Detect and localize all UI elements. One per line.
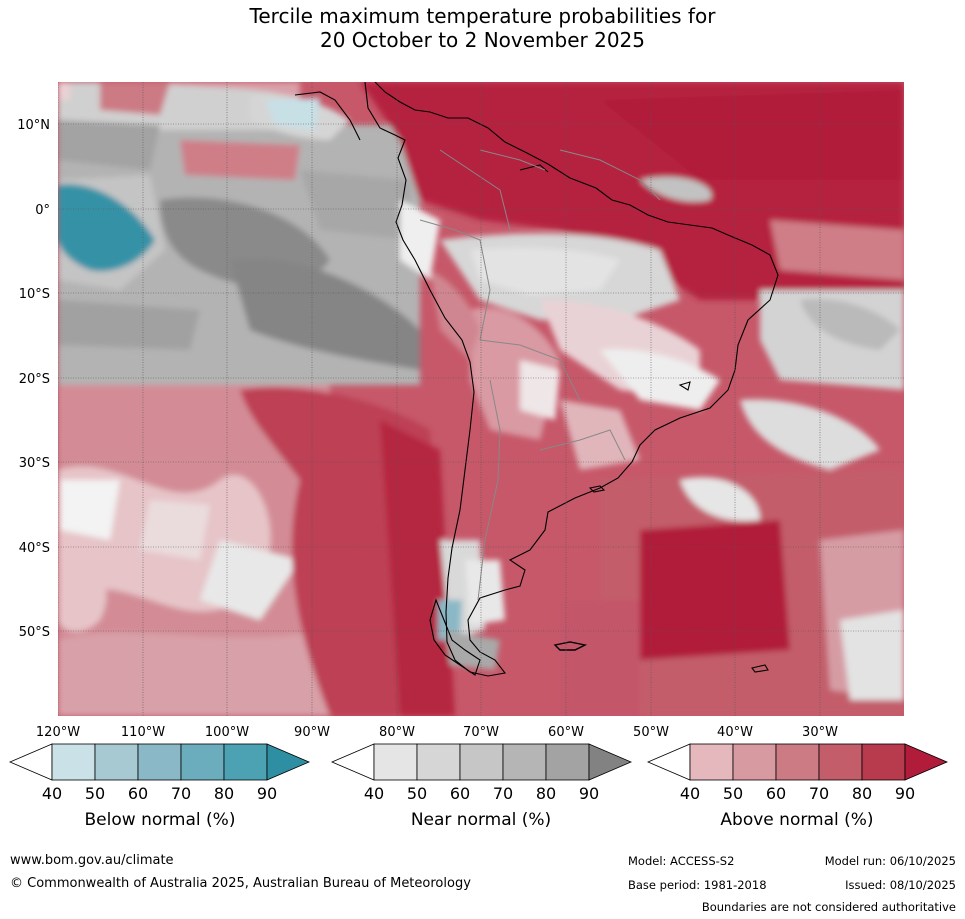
colorbar-tick-label: 70 bbox=[809, 784, 829, 803]
colorbar-tick-label: 60 bbox=[450, 784, 470, 803]
lat-label: 20°S bbox=[19, 372, 50, 387]
colorbar-extend-low bbox=[8, 743, 53, 781]
legend-above-normal: 40 50 60 70 80 90 bbox=[646, 743, 949, 803]
legend-title-below: Below normal (%) bbox=[85, 810, 236, 830]
colorbar-segment bbox=[502, 743, 547, 781]
lon-label: 110°W bbox=[121, 725, 165, 740]
legend-title-near: Near normal (%) bbox=[411, 810, 551, 830]
issued-text: Issued: 08/10/2025 bbox=[845, 878, 956, 892]
model-text: Model: ACCESS-S2 bbox=[628, 854, 735, 868]
colorbar-extend-high bbox=[266, 743, 311, 781]
lat-label: 40°S bbox=[19, 541, 50, 556]
colorbar-extend-low bbox=[330, 743, 375, 781]
gridlines bbox=[58, 82, 904, 716]
colorbar-segment bbox=[51, 743, 96, 781]
lon-label: 60°W bbox=[548, 725, 584, 740]
lat-label: 30°S bbox=[19, 456, 50, 471]
colorbar-segment bbox=[545, 743, 590, 781]
lon-label: 90°W bbox=[294, 725, 330, 740]
title-line-1: Tercile maximum temperature probabilitie… bbox=[249, 4, 716, 28]
colorbar-tick-label: 60 bbox=[128, 784, 148, 803]
colorbar-extend-high bbox=[904, 743, 949, 781]
disclaimer-text: Boundaries are not considered authoritat… bbox=[701, 900, 956, 914]
colorbar-segment bbox=[416, 743, 461, 781]
colorbar-segment bbox=[180, 743, 225, 781]
colorbar-tick-label: 50 bbox=[407, 784, 427, 803]
lon-label: 70°W bbox=[463, 725, 499, 740]
legend-near-normal: 40 50 60 70 80 90 bbox=[330, 743, 633, 803]
lon-label: 120°W bbox=[36, 725, 80, 740]
colorbar-tick-label: 90 bbox=[579, 784, 599, 803]
colorbar-segment bbox=[818, 743, 863, 781]
map-title: Tercile maximum temperature probabilitie… bbox=[0, 4, 965, 52]
title-line-2: 20 October to 2 November 2025 bbox=[319, 28, 646, 52]
colorbar-tick-label: 80 bbox=[852, 784, 872, 803]
coastline bbox=[294, 82, 779, 677]
colorbar-segment bbox=[689, 743, 734, 781]
colorbar-tick-label: 40 bbox=[680, 784, 700, 803]
lat-label: 10°S bbox=[19, 287, 50, 302]
colorbar-tick-label: 50 bbox=[723, 784, 743, 803]
colorbar-tick-label: 40 bbox=[42, 784, 62, 803]
colorbar-segment bbox=[94, 743, 139, 781]
lon-label: 50°W bbox=[633, 725, 669, 740]
legend-titles: Below normal (%) Near normal (%) Above n… bbox=[85, 810, 874, 830]
colorbar-segment bbox=[373, 743, 418, 781]
colorbar-extend-low bbox=[646, 743, 691, 781]
lat-labels: 10°N 0° 10°S 20°S 30°S 40°S 50°S bbox=[17, 118, 50, 640]
colorbar-tick-label: 90 bbox=[257, 784, 277, 803]
lon-labels: 120°W 110°W 100°W 90°W 80°W 70°W 60°W 50… bbox=[36, 725, 838, 740]
legend-title-above: Above normal (%) bbox=[720, 810, 873, 830]
model-run-text: Model run: 06/10/2025 bbox=[824, 854, 956, 868]
colorbar-tick-label: 80 bbox=[214, 784, 234, 803]
colorbar-tick-label: 60 bbox=[766, 784, 786, 803]
lat-label: 50°S bbox=[19, 625, 50, 640]
map-plot-area bbox=[58, 82, 904, 716]
lon-label: 30°W bbox=[802, 725, 838, 740]
colorbar-tick-label: 70 bbox=[493, 784, 513, 803]
colorbar-tick-label: 80 bbox=[536, 784, 556, 803]
website-link[interactable]: www.bom.gov.au/climate bbox=[10, 853, 174, 868]
lon-label: 40°W bbox=[717, 725, 753, 740]
lat-label: 10°N bbox=[17, 118, 50, 133]
colorbar-extend-high bbox=[588, 743, 633, 781]
legend-below-normal: 40 50 60 70 80 90 bbox=[8, 743, 311, 803]
colorbar-segment bbox=[459, 743, 504, 781]
lon-label: 80°W bbox=[379, 725, 415, 740]
colorbar-tick-label: 70 bbox=[171, 784, 191, 803]
colorbar-tick-label: 40 bbox=[364, 784, 384, 803]
lon-label: 100°W bbox=[205, 725, 249, 740]
colorbar-segment bbox=[775, 743, 820, 781]
colorbar-segment bbox=[223, 743, 268, 781]
lat-label: 0° bbox=[35, 203, 50, 218]
colorbar-segment bbox=[137, 743, 182, 781]
colorbar-segment bbox=[732, 743, 777, 781]
colorbar-segment bbox=[861, 743, 906, 781]
colorbar-tick-label: 90 bbox=[895, 784, 915, 803]
copyright-text: © Commonwealth of Australia 2025, Austra… bbox=[10, 876, 471, 891]
colorbar-tick-label: 50 bbox=[85, 784, 105, 803]
base-period-text: Base period: 1981-2018 bbox=[628, 878, 767, 892]
country-borders bbox=[419, 149, 661, 601]
